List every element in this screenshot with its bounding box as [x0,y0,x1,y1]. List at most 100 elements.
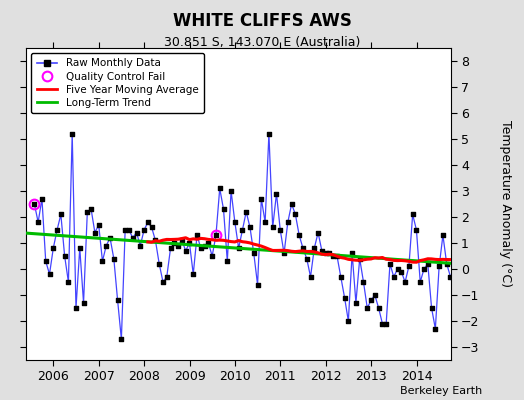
Point [49,245,58,252]
Point [310,245,319,252]
Point [291,211,300,218]
Point [227,188,235,194]
Point [204,240,213,246]
Point [488,214,496,220]
Point [212,232,220,238]
Point [75,245,84,252]
Point [276,227,285,233]
Point [220,206,228,212]
Point [136,242,145,249]
Point [189,271,198,278]
Point [454,300,462,306]
Point [231,219,239,226]
Point [397,268,406,275]
Point [196,245,205,252]
Point [268,224,277,230]
Point [283,219,292,226]
Point [166,245,174,252]
Point [181,248,190,254]
Point [280,250,288,257]
Point [94,222,103,228]
Point [144,219,152,226]
Point [257,196,266,202]
Point [106,234,114,241]
Point [484,209,493,215]
Point [333,253,341,259]
Point [375,305,383,311]
Point [215,185,224,192]
Point [329,253,337,259]
Y-axis label: Temperature Anomaly (°C): Temperature Anomaly (°C) [499,120,512,288]
Point [133,230,141,236]
Point [53,227,61,233]
Point [121,227,129,233]
Point [91,230,99,236]
Point [510,242,519,249]
Point [465,271,474,278]
Point [72,305,80,311]
Point [272,190,281,197]
Point [30,201,39,207]
Point [401,279,409,285]
Point [348,250,356,257]
Point [442,261,451,267]
Point [87,206,95,212]
Point [370,292,379,298]
Point [462,248,470,254]
Point [386,261,394,267]
Point [223,258,232,264]
Point [117,336,126,342]
Point [439,232,447,238]
Point [299,245,307,252]
Point [314,230,322,236]
Point [412,227,421,233]
Point [140,227,148,233]
Point [265,130,273,137]
Point [102,242,111,249]
Point [64,279,73,285]
Point [515,237,523,244]
Point [473,180,481,186]
Point [363,305,372,311]
Point [151,237,160,244]
Point [405,263,413,270]
Point [128,234,137,241]
Point [382,320,390,327]
Point [178,237,186,244]
Point [522,258,524,264]
Point [394,266,402,272]
Point [147,224,156,230]
Point [318,248,326,254]
Point [321,250,330,257]
Point [170,240,179,246]
Point [389,274,398,280]
Point [355,256,364,262]
Point [155,261,163,267]
Point [428,305,436,311]
Point [254,282,262,288]
Point [34,219,42,226]
Point [492,185,500,192]
Text: 30.851 S, 143.070 E (Australia): 30.851 S, 143.070 E (Australia) [164,36,360,49]
Point [238,227,247,233]
Point [409,211,417,218]
Point [476,185,485,192]
Point [469,232,477,238]
Point [200,242,209,249]
Point [431,326,440,332]
Point [185,240,194,246]
Point [174,242,182,249]
Point [496,234,504,241]
Point [57,211,65,218]
Point [481,234,489,241]
Point [457,258,466,264]
Point [162,274,171,280]
Point [295,232,303,238]
Point [110,256,118,262]
Point [38,196,46,202]
Point [234,245,243,252]
Point [518,234,524,241]
Point [503,242,511,249]
Point [60,253,69,259]
Point [359,279,368,285]
